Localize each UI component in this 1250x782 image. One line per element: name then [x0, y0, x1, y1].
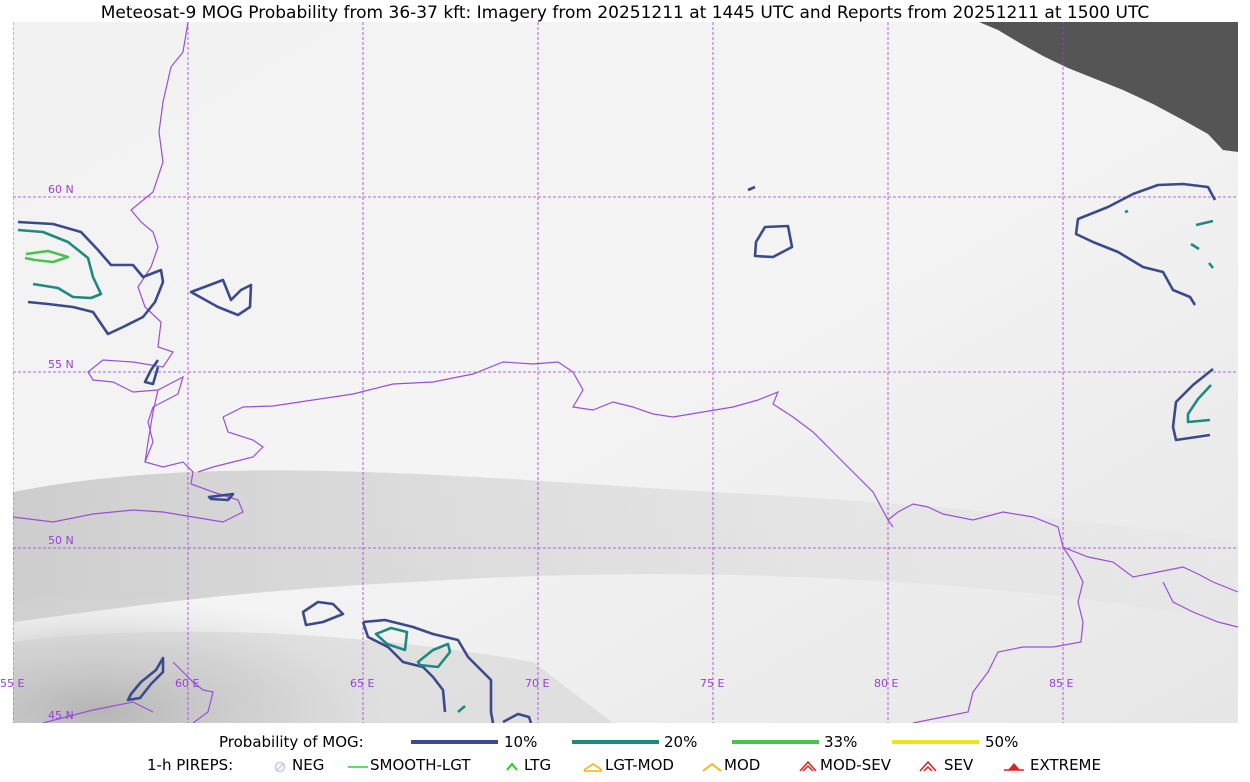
pirep-sev: SEV: [918, 756, 973, 774]
pirep-label-smooth-lgt: SMOOTH-LGT: [370, 756, 471, 774]
mod-sev-icon: [799, 760, 817, 772]
extreme-icon: [1004, 762, 1024, 771]
pirep-label-extreme: EXTREME: [1030, 756, 1101, 774]
graticule: [13, 22, 1238, 723]
swatch-50pct: [892, 740, 979, 744]
swatch-10pct: [411, 740, 498, 744]
pirep-label-ltg: LTG: [524, 756, 552, 774]
lon-label-55e: 55 E: [0, 677, 25, 690]
pirep-extreme: EXTREME: [1004, 756, 1101, 774]
probability-legend-title: Probability of MOG:: [219, 733, 364, 751]
swatch-33pct: [732, 740, 819, 744]
pirep-smooth-lgt: SMOOTH-LGT: [348, 756, 471, 774]
lat-label-50n: 50 N: [48, 534, 74, 547]
legend-label-20pct: 20%: [664, 733, 698, 751]
smooth-lgt-icon: [348, 765, 368, 768]
lat-label-60n: 60 N: [48, 183, 74, 196]
lon-label-60e: 60 E: [175, 677, 200, 690]
pirep-label-neg: NEG: [292, 756, 325, 774]
pirep-ltg: LTG: [502, 756, 551, 774]
map-title: Meteosat-9 MOG Probability from 36-37 kf…: [100, 3, 1150, 23]
pirep-lgt-mod: LGT-MOD: [583, 756, 674, 774]
legend-label-10pct: 10%: [504, 733, 538, 751]
lat-label-45n: 45 N: [48, 709, 74, 722]
lon-label-65e: 65 E: [350, 677, 375, 690]
sev-icon: [919, 760, 937, 772]
pirep-mod: MOD: [702, 756, 760, 774]
lon-label-70e: 70 E: [525, 677, 550, 690]
mod-icon: [702, 762, 722, 772]
mog-33pct-contours: [24, 249, 70, 264]
mog-20pct-contours: [17, 209, 1215, 713]
pirep-neg: NEG: [270, 756, 324, 774]
map-canvas: [13, 22, 1238, 723]
lon-label-80e: 80 E: [874, 677, 899, 690]
pirep-label-mod-sev: MOD-SEV: [820, 756, 891, 774]
legend-label-33pct: 33%: [824, 733, 858, 751]
satellite-map[interactable]: [13, 22, 1238, 723]
lgt-mod-icon: [583, 762, 603, 772]
lat-label-55n: 55 N: [48, 358, 74, 371]
political-boundaries: [13, 22, 1238, 723]
lon-label-85e: 85 E: [1049, 677, 1074, 690]
pirep-label-sev: SEV: [944, 756, 974, 774]
neg-icon: [274, 761, 286, 772]
pirep-legend-title: 1-h PIREPS:: [147, 756, 234, 774]
pirep-label-mod: MOD: [724, 756, 761, 774]
pirep-legend: 1-h PIREPS: NEG SMOOTH-LGT LTG LGT-MOD M…: [0, 756, 1250, 778]
mog-10pct-contours: [17, 182, 1217, 723]
imagery-streak: [13, 631, 613, 723]
no-data-region: [979, 22, 1238, 152]
lon-label-75e: 75 E: [700, 677, 725, 690]
legend-label-50pct: 50%: [985, 733, 1019, 751]
probability-legend: Probability of MOG: 10% 20% 33% 50%: [0, 733, 1250, 755]
swatch-20pct: [572, 740, 659, 744]
pirep-mod-sev: MOD-SEV: [798, 756, 891, 774]
pirep-label-lgt-mod: LGT-MOD: [605, 756, 674, 774]
ltg-icon: [506, 761, 518, 771]
